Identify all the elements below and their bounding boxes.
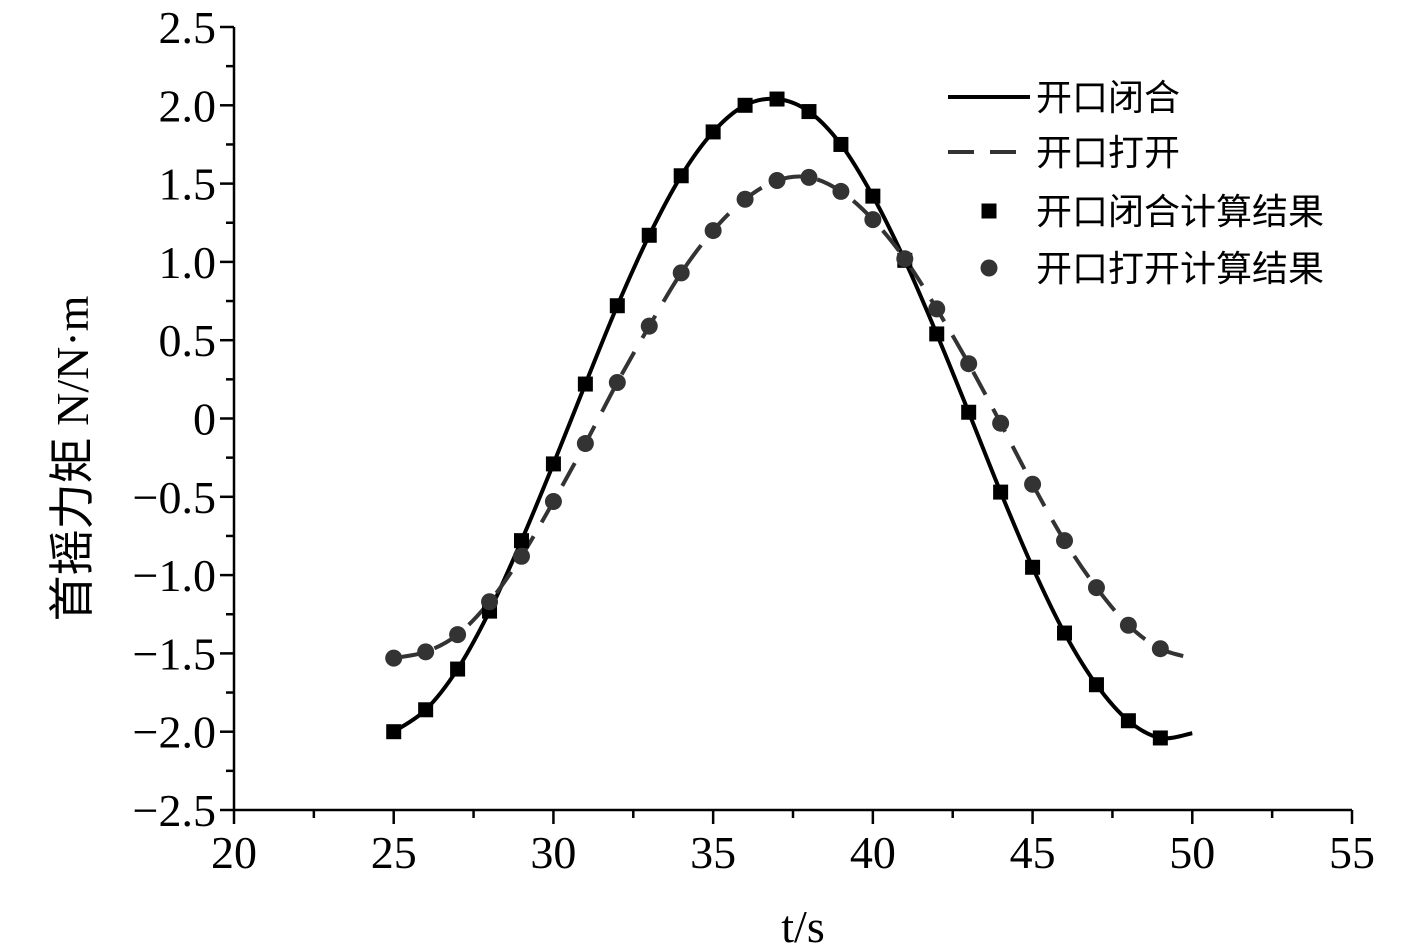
data-point-square: [801, 104, 817, 120]
legend-label: 开口闭合: [1036, 78, 1180, 119]
data-point-square: [993, 484, 1009, 500]
data-point-circle: [1119, 616, 1137, 634]
data-point-square: [1057, 625, 1073, 641]
data-point-square: [865, 188, 881, 204]
data-point-square: [418, 702, 434, 718]
legend-swatch-circle: [980, 259, 998, 277]
legend-label: 开口打开计算结果: [1036, 249, 1324, 290]
data-point-circle: [1087, 579, 1105, 597]
axis-labels: t/s 首摇力矩 N/N·m: [47, 295, 825, 946]
data-point-square: [737, 97, 753, 113]
x-tick-label: 40: [850, 827, 896, 878]
data-point-circle: [864, 211, 882, 229]
data-point-square: [545, 456, 561, 472]
data-point-circle: [640, 317, 658, 335]
data-point-circle: [608, 373, 626, 391]
y-tick-label: −2.0: [133, 707, 216, 758]
data-point-circle: [449, 626, 467, 644]
data-point-circle: [704, 222, 722, 240]
data-point-circle: [385, 649, 403, 667]
data-point-circle: [800, 168, 818, 186]
data-point-square: [577, 376, 593, 392]
data-point-circle: [736, 190, 754, 208]
data-point-circle: [1151, 640, 1169, 658]
x-tick-label: 35: [690, 827, 736, 878]
y-tick-label: 1.0: [159, 237, 217, 288]
data-point-square: [1025, 559, 1041, 575]
data-point-square: [1152, 730, 1168, 746]
y-tick-label: −1.5: [133, 628, 216, 679]
y-tick-label: 2.5: [159, 2, 217, 53]
data-point-circle: [576, 435, 594, 453]
data-point-square: [961, 404, 977, 420]
x-tick-label: 20: [211, 827, 257, 878]
data-point-circle: [992, 414, 1010, 432]
x-tick-label: 55: [1329, 827, 1375, 878]
legend-label: 开口打开: [1036, 133, 1180, 174]
data-point-square: [673, 168, 689, 184]
data-point-circle: [672, 264, 690, 282]
data-point-circle: [928, 300, 946, 318]
plot-area: [385, 91, 1193, 746]
data-point-square: [833, 136, 849, 152]
data-point-circle: [1056, 532, 1074, 550]
data-point-square: [386, 724, 402, 740]
y-axis-title: 首摇力矩 N/N·m: [47, 295, 98, 621]
y-tick-label: 2.0: [159, 80, 217, 131]
data-point-circle: [544, 492, 562, 510]
data-point-circle: [896, 250, 914, 268]
x-tick-label: 25: [371, 827, 417, 878]
y-tick-label: 0.5: [159, 315, 217, 366]
y-tick-label: 0: [193, 394, 216, 445]
data-point-square: [641, 227, 657, 243]
x-tick-label: 30: [530, 827, 576, 878]
data-point-square: [929, 326, 945, 342]
data-point-square: [769, 91, 785, 107]
data-point-circle: [417, 643, 435, 661]
y-tick-label: −0.5: [133, 472, 216, 523]
axes: 20 25 30 35 40 45 50 55 −2.5 −2.0 −1.5 −1.0 −0.5 0 0.5…: [133, 2, 1375, 878]
series-line-closed: [392, 96, 1193, 741]
data-point-square: [513, 533, 529, 549]
y-tick-label: −1.0: [133, 550, 216, 601]
data-point-square: [1088, 677, 1104, 693]
data-point-square: [1120, 713, 1136, 729]
data-point-square: [609, 298, 625, 314]
x-tick-label: 45: [1010, 827, 1056, 878]
y-tick-label: 1.5: [159, 159, 217, 210]
data-point-circle: [960, 355, 978, 373]
data-point-circle: [768, 171, 786, 189]
legend-label: 开口闭合计算结果: [1036, 192, 1324, 233]
y-tick-label: −2.5: [133, 785, 216, 836]
x-tick-label: 50: [1169, 827, 1215, 878]
x-axis-title: t/s: [781, 901, 824, 946]
data-point-circle: [481, 593, 499, 611]
data-point-square: [705, 124, 721, 140]
legend-swatch-square: [981, 203, 997, 219]
data-point-circle: [832, 182, 850, 200]
data-point-circle: [512, 547, 530, 565]
data-point-square: [450, 661, 466, 677]
data-point-circle: [1024, 475, 1042, 493]
